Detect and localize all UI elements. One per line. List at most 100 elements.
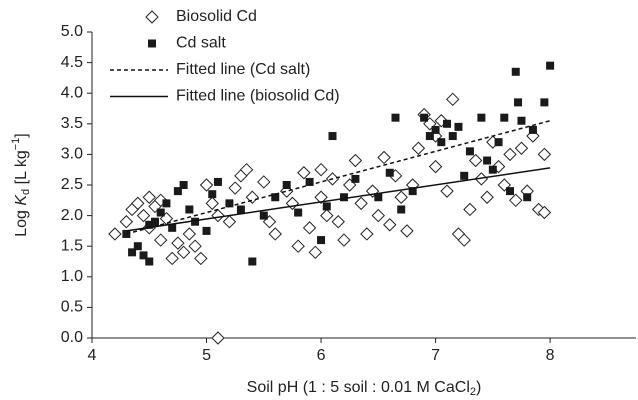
point: [503, 147, 517, 162]
point: [156, 208, 165, 217]
point: [257, 175, 271, 189]
point: [128, 248, 137, 257]
point: [150, 217, 159, 226]
point: [514, 141, 529, 155]
point: [446, 92, 460, 107]
point: [351, 174, 360, 183]
point: [205, 196, 219, 211]
point: [391, 113, 400, 122]
point: [133, 242, 142, 251]
point: [506, 187, 515, 196]
point: [440, 184, 454, 198]
y-tick-label: 1.0: [61, 268, 83, 285]
point: [139, 251, 148, 260]
point: [259, 211, 268, 220]
point: [297, 166, 311, 180]
point: [400, 224, 414, 238]
point: [225, 199, 234, 208]
legend-marker: [145, 10, 159, 24]
x-tick-label: 5: [202, 347, 211, 364]
point: [182, 227, 197, 241]
point: [443, 119, 452, 128]
point: [394, 190, 408, 204]
point: [531, 202, 546, 217]
point: [211, 331, 225, 345]
point: [431, 125, 440, 134]
legend-label: Fitted line (Cd salt): [176, 61, 310, 78]
point: [454, 122, 463, 131]
point: [248, 257, 257, 266]
x-tick-label: 8: [546, 347, 555, 364]
point: [145, 220, 154, 229]
y-axis-label: Log Kd [L kg−1]: [10, 133, 32, 236]
point: [171, 236, 185, 250]
point: [500, 113, 509, 122]
point: [411, 141, 426, 155]
point: [494, 138, 503, 147]
point: [546, 61, 555, 70]
legend-label: Biosolid Cd: [176, 8, 257, 25]
point: [154, 193, 168, 208]
point: [420, 113, 429, 122]
point: [497, 178, 512, 192]
point: [131, 196, 145, 211]
point: [448, 132, 457, 141]
point: [348, 153, 363, 168]
point: [176, 245, 191, 260]
point: [268, 227, 282, 241]
y-tick-label: 3.0: [61, 146, 83, 163]
point: [199, 178, 214, 192]
legend-label: Cd salt: [176, 35, 226, 52]
point: [465, 147, 474, 156]
point: [383, 218, 397, 232]
point: [236, 205, 245, 214]
point: [202, 226, 211, 235]
legend-marker: [148, 39, 156, 48]
legend-label: Fitted line (biosolid Cd): [176, 88, 340, 105]
point: [108, 227, 122, 241]
point: [314, 162, 328, 177]
point: [491, 159, 506, 174]
y-tick-label: 0.0: [61, 329, 83, 346]
point: [374, 193, 383, 202]
point: [211, 208, 225, 223]
point: [282, 181, 291, 189]
point: [540, 98, 549, 107]
point: [517, 116, 526, 125]
x-axis-label: Soil pH (1 : 5 soil : 0.01 M CaCl2): [247, 379, 482, 398]
point: [245, 190, 260, 204]
point: [145, 257, 154, 266]
point: [425, 132, 434, 141]
point: [173, 187, 182, 196]
point: [468, 153, 483, 168]
y-tick-label: 2.0: [61, 207, 83, 224]
y-tick-label: 5.0: [61, 23, 83, 40]
y-tick-label: 2.5: [61, 176, 83, 193]
point: [514, 98, 523, 107]
y-tick-label: 0.5: [61, 299, 83, 316]
point: [165, 251, 179, 266]
point: [428, 159, 443, 174]
y-tick-label: 4.0: [61, 84, 83, 101]
y-tick-label: 1.5: [61, 237, 83, 254]
point: [162, 199, 171, 208]
point: [511, 67, 520, 76]
y-tick-label: 4.5: [61, 54, 83, 71]
fitted-line: [126, 120, 551, 235]
x-tick-label: 4: [88, 347, 97, 364]
point: [142, 190, 156, 204]
point: [119, 215, 134, 229]
point: [437, 138, 446, 147]
point: [328, 132, 337, 141]
fitted-line: [126, 167, 551, 232]
point: [185, 205, 194, 214]
point: [322, 202, 331, 211]
point: [480, 190, 494, 204]
point: [457, 233, 471, 247]
point: [222, 215, 237, 229]
point: [337, 233, 351, 247]
point: [371, 208, 386, 223]
point: [477, 113, 486, 122]
point: [385, 168, 394, 177]
